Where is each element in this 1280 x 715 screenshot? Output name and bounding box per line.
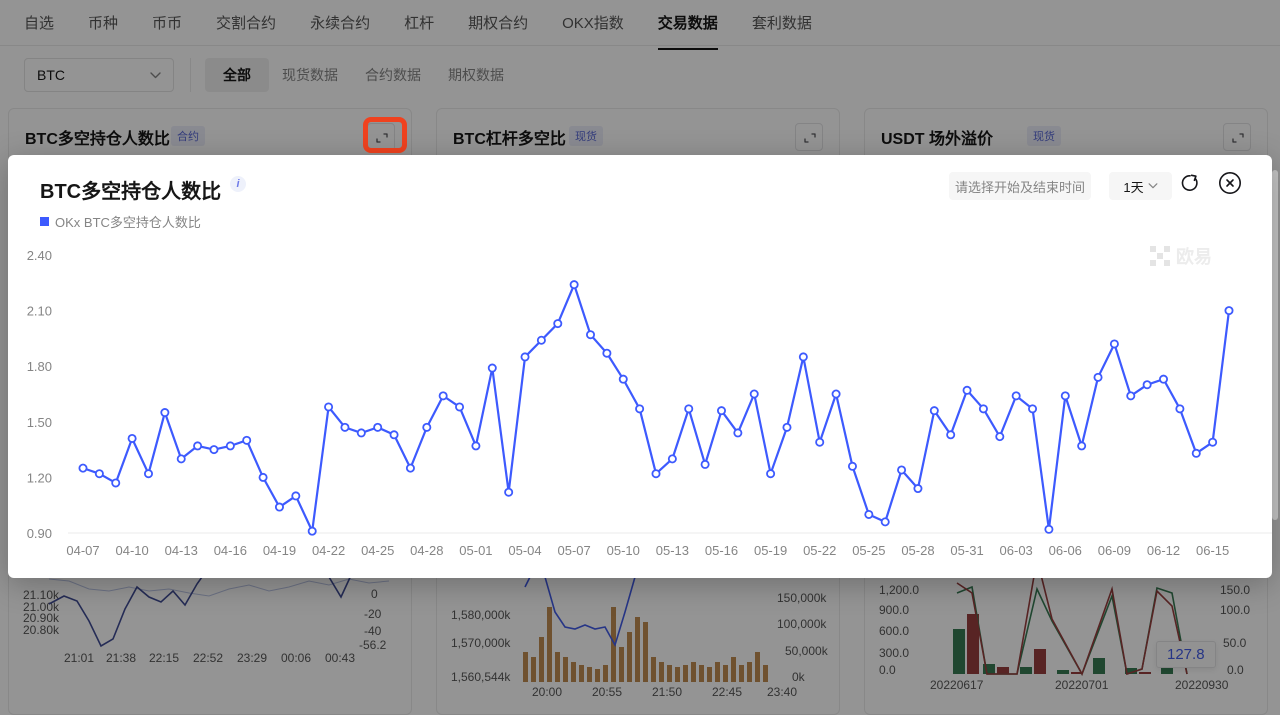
svg-text:23:40: 23:40 bbox=[767, 685, 797, 699]
svg-text:04-25: 04-25 bbox=[361, 543, 394, 558]
svg-text:05-07: 05-07 bbox=[558, 543, 591, 558]
svg-text:150,000k: 150,000k bbox=[777, 591, 827, 605]
svg-text:600.0: 600.0 bbox=[879, 624, 909, 638]
svg-text:-40: -40 bbox=[364, 624, 382, 638]
svg-text:22:15: 22:15 bbox=[149, 651, 179, 665]
svg-text:1.50: 1.50 bbox=[27, 415, 52, 430]
svg-text:2.10: 2.10 bbox=[27, 304, 52, 319]
svg-text:20.80k: 20.80k bbox=[23, 623, 60, 637]
svg-text:20220701: 20220701 bbox=[1055, 678, 1109, 692]
svg-text:05-10: 05-10 bbox=[607, 543, 640, 558]
svg-text:04-10: 04-10 bbox=[115, 543, 148, 558]
svg-text:05-25: 05-25 bbox=[852, 543, 885, 558]
svg-text:23:29: 23:29 bbox=[237, 651, 267, 665]
svg-text:05-31: 05-31 bbox=[950, 543, 983, 558]
svg-text:0: 0 bbox=[371, 587, 378, 601]
svg-text:100.0: 100.0 bbox=[1220, 603, 1250, 617]
svg-text:900.0: 900.0 bbox=[879, 603, 909, 617]
svg-text:21:50: 21:50 bbox=[652, 685, 682, 699]
svg-text:20220930: 20220930 bbox=[1175, 678, 1229, 692]
svg-text:20220617: 20220617 bbox=[930, 678, 984, 692]
svg-text:22:52: 22:52 bbox=[193, 651, 223, 665]
svg-text:05-13: 05-13 bbox=[656, 543, 689, 558]
svg-text:1,580,000k: 1,580,000k bbox=[451, 608, 511, 622]
svg-text:150.0: 150.0 bbox=[1220, 583, 1250, 597]
svg-text:20:55: 20:55 bbox=[592, 685, 622, 699]
svg-text:04-22: 04-22 bbox=[312, 543, 345, 558]
svg-text:06-12: 06-12 bbox=[1147, 543, 1180, 558]
svg-text:50.0: 50.0 bbox=[1223, 636, 1247, 650]
svg-text:1,570,000k: 1,570,000k bbox=[451, 636, 511, 650]
svg-text:1.20: 1.20 bbox=[27, 470, 52, 485]
svg-text:05-28: 05-28 bbox=[901, 543, 934, 558]
svg-text:06-03: 06-03 bbox=[1000, 543, 1033, 558]
svg-text:05-19: 05-19 bbox=[754, 543, 787, 558]
svg-text:22:45: 22:45 bbox=[712, 685, 742, 699]
svg-text:0.0: 0.0 bbox=[879, 663, 896, 677]
svg-text:1.80: 1.80 bbox=[27, 359, 52, 374]
svg-text:04-13: 04-13 bbox=[165, 543, 198, 558]
svg-text:05-01: 05-01 bbox=[459, 543, 492, 558]
svg-text:04-28: 04-28 bbox=[410, 543, 443, 558]
svg-text:21:01: 21:01 bbox=[64, 651, 94, 665]
svg-text:2.40: 2.40 bbox=[27, 248, 52, 263]
svg-text:0.0: 0.0 bbox=[1227, 663, 1244, 677]
svg-text:50,000k: 50,000k bbox=[785, 644, 829, 658]
svg-text:-56.2: -56.2 bbox=[359, 638, 387, 652]
svg-text:04-19: 04-19 bbox=[263, 543, 296, 558]
svg-text:06-06: 06-06 bbox=[1049, 543, 1082, 558]
svg-text:00:43: 00:43 bbox=[325, 651, 355, 665]
svg-text:-20: -20 bbox=[364, 607, 382, 621]
svg-text:1,200.0: 1,200.0 bbox=[879, 583, 919, 597]
svg-text:20:00: 20:00 bbox=[532, 685, 562, 699]
svg-text:0k: 0k bbox=[792, 670, 806, 684]
svg-text:05-04: 05-04 bbox=[508, 543, 541, 558]
svg-text:04-16: 04-16 bbox=[214, 543, 247, 558]
svg-text:0.90: 0.90 bbox=[27, 526, 52, 541]
svg-text:06-15: 06-15 bbox=[1196, 543, 1229, 558]
svg-text:05-22: 05-22 bbox=[803, 543, 836, 558]
svg-text:05-16: 05-16 bbox=[705, 543, 738, 558]
svg-text:04-07: 04-07 bbox=[66, 543, 99, 558]
svg-text:21:38: 21:38 bbox=[106, 651, 136, 665]
svg-text:06-09: 06-09 bbox=[1098, 543, 1131, 558]
svg-text:100,000k: 100,000k bbox=[777, 617, 827, 631]
svg-text:1,560,544k: 1,560,544k bbox=[451, 670, 511, 684]
svg-text:00:06: 00:06 bbox=[281, 651, 311, 665]
svg-text:300.0: 300.0 bbox=[879, 646, 909, 660]
